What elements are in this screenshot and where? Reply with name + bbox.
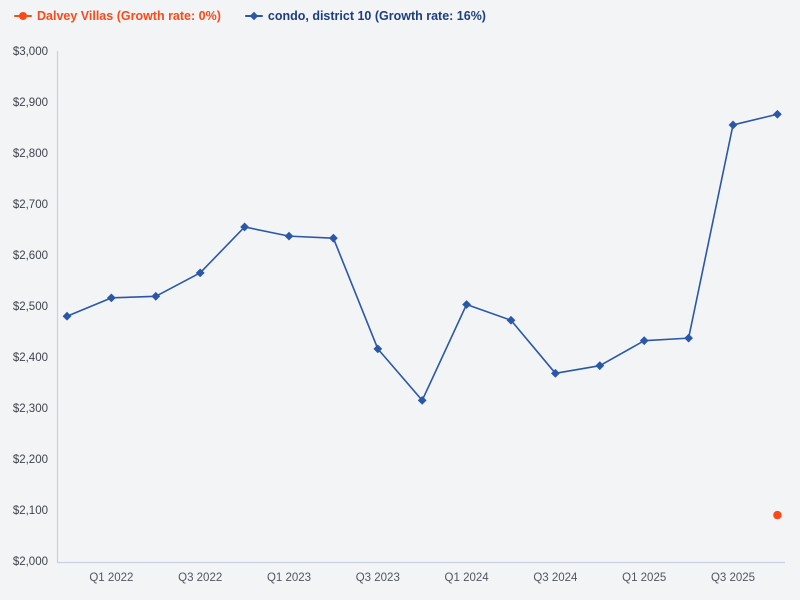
diamond-marker-icon [244,11,263,21]
y-axis-tick-label: $2,000 [13,556,48,568]
data-point-condo-district-10[interactable] [773,109,782,119]
y-axis-tick-label: $2,600 [13,250,48,262]
x-axis-tick-label: Q3 2022 [178,572,222,584]
data-point-condo-district-10[interactable] [195,268,205,278]
data-point-condo-district-10[interactable] [728,120,738,130]
y-axis-tick-label: $2,400 [13,352,48,364]
legend-label-dalvey-villas: Dalvey Villas (Growth rate: 0%) [37,9,221,23]
y-axis-tick-label: $2,300 [13,403,48,415]
circle-marker-icon [14,11,32,21]
data-point-condo-district-10[interactable] [684,333,693,343]
series-line-condo-district-10 [66,113,779,402]
data-point-condo-district-10[interactable] [417,395,427,405]
y-axis-tick-label: $2,800 [13,148,48,160]
y-axis-tick-label: $3,000 [13,46,48,58]
x-axis-tick-label: Q3 2025 [711,572,755,584]
y-axis-tick-label: $2,200 [13,454,48,466]
x-axis-tick-label: Q1 2023 [267,572,311,584]
data-point-dalvey-villas[interactable] [773,510,782,520]
legend-item-dalvey-villas[interactable]: Dalvey Villas (Growth rate: 0%) [14,9,221,23]
x-axis-tick-label: Q3 2023 [356,572,400,584]
data-point-condo-district-10[interactable] [329,233,338,243]
data-point-condo-district-10[interactable] [240,222,249,232]
data-point-condo-district-10[interactable] [284,231,294,241]
data-point-condo-district-10[interactable] [551,368,560,378]
data-point-condo-district-10[interactable] [595,361,605,371]
chart-legend: Dalvey Villas (Growth rate: 0%) condo, d… [14,9,486,23]
axis-lines [56,51,785,564]
data-point-condo-district-10[interactable] [107,293,116,303]
x-axis-tick-label: Q1 2025 [622,572,666,584]
y-axis-tick-label: $2,100 [13,505,48,517]
y-axis-tick-label: $2,700 [13,199,48,211]
data-point-condo-district-10[interactable] [151,291,161,301]
data-point-condo-district-10[interactable] [62,311,72,321]
x-axis-tick-label: Q3 2024 [533,572,578,584]
x-axis-tick-label: Q1 2022 [89,572,133,584]
data-point-condo-district-10[interactable] [373,344,383,354]
x-axis-tick-label: Q1 2024 [445,572,490,584]
data-point-condo-district-10[interactable] [639,336,649,346]
data-point-condo-district-10[interactable] [462,300,471,309]
legend-label-condo-district-10: condo, district 10 (Growth rate: 16%) [267,9,486,23]
y-axis-tick-label: $2,500 [13,301,48,313]
legend-item-condo-district-10[interactable]: condo, district 10 (Growth rate: 16%) [244,9,486,23]
y-axis-tick-label: $2,900 [13,97,48,109]
data-point-condo-district-10[interactable] [506,315,516,325]
